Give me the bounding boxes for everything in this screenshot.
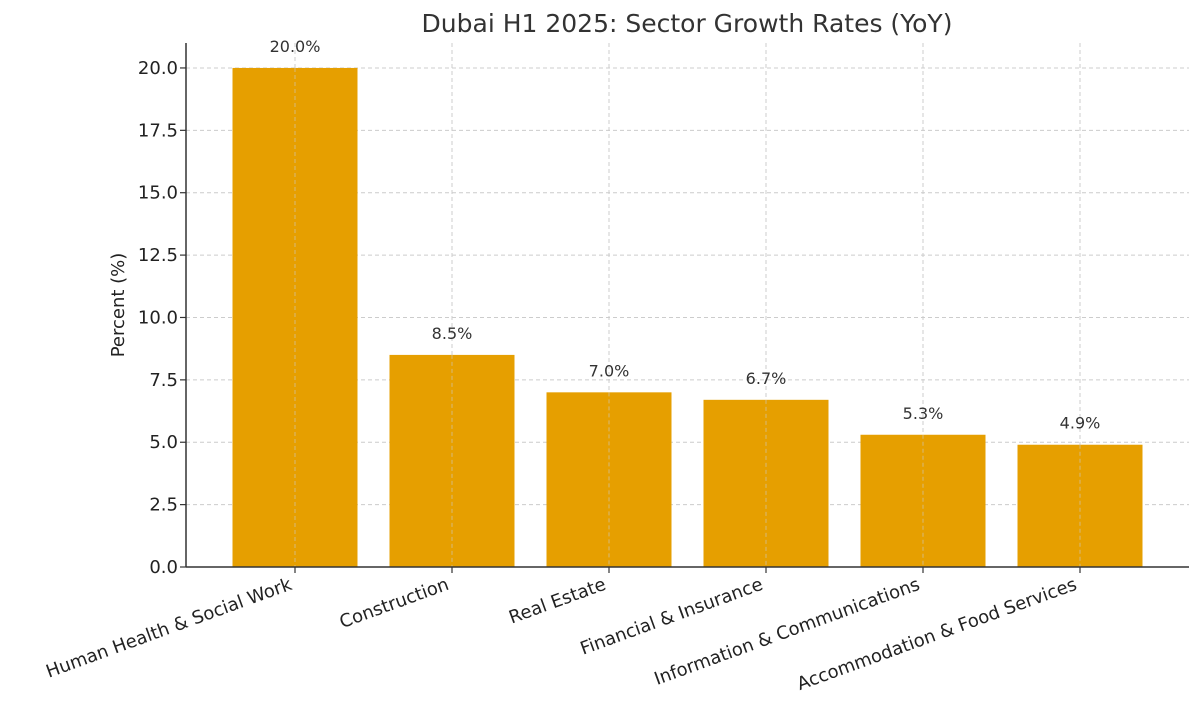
data-label: 4.9% (1060, 414, 1101, 433)
y-tick-label: 10.0 (138, 307, 178, 328)
bar (703, 399, 829, 567)
y-tick-label: 12.5 (138, 245, 178, 266)
y-tick-label: 7.5 (149, 370, 178, 391)
axes (180, 43, 1189, 573)
data-label: 20.0% (270, 37, 321, 56)
labels: 0.0 2.5 5.0 7.5 10.0 12.5 15.0 17.5 20.0 20.0% 8.5… (43, 37, 1100, 695)
x-tick-label: Real Estate (506, 574, 609, 628)
x-tick-label: Accommodation & Food Services (794, 574, 1079, 695)
data-label: 6.7% (746, 369, 787, 388)
y-tick-label: 0.0 (149, 557, 178, 578)
y-tick-label: 5.0 (149, 432, 178, 453)
bars (232, 67, 1143, 567)
bar (1017, 444, 1143, 567)
y-tick-label: 15.0 (138, 183, 178, 204)
bar (232, 67, 358, 567)
data-label: 5.3% (903, 404, 944, 423)
y-tick-label: 17.5 (138, 120, 178, 141)
x-tick-label: Information & Communications (652, 574, 923, 690)
chart-title: Dubai H1 2025: Sector Growth Rates (YoY) (422, 9, 953, 38)
y-tick-label: 2.5 (149, 495, 178, 516)
y-axis-label: Percent (%) (108, 253, 129, 358)
x-tick-label: Construction (337, 574, 452, 633)
data-label: 8.5% (432, 324, 473, 343)
data-label: 7.0% (589, 361, 630, 380)
y-tick-label: 20.0 (138, 58, 178, 79)
x-tick-label: Human Health & Social Work (43, 574, 295, 683)
